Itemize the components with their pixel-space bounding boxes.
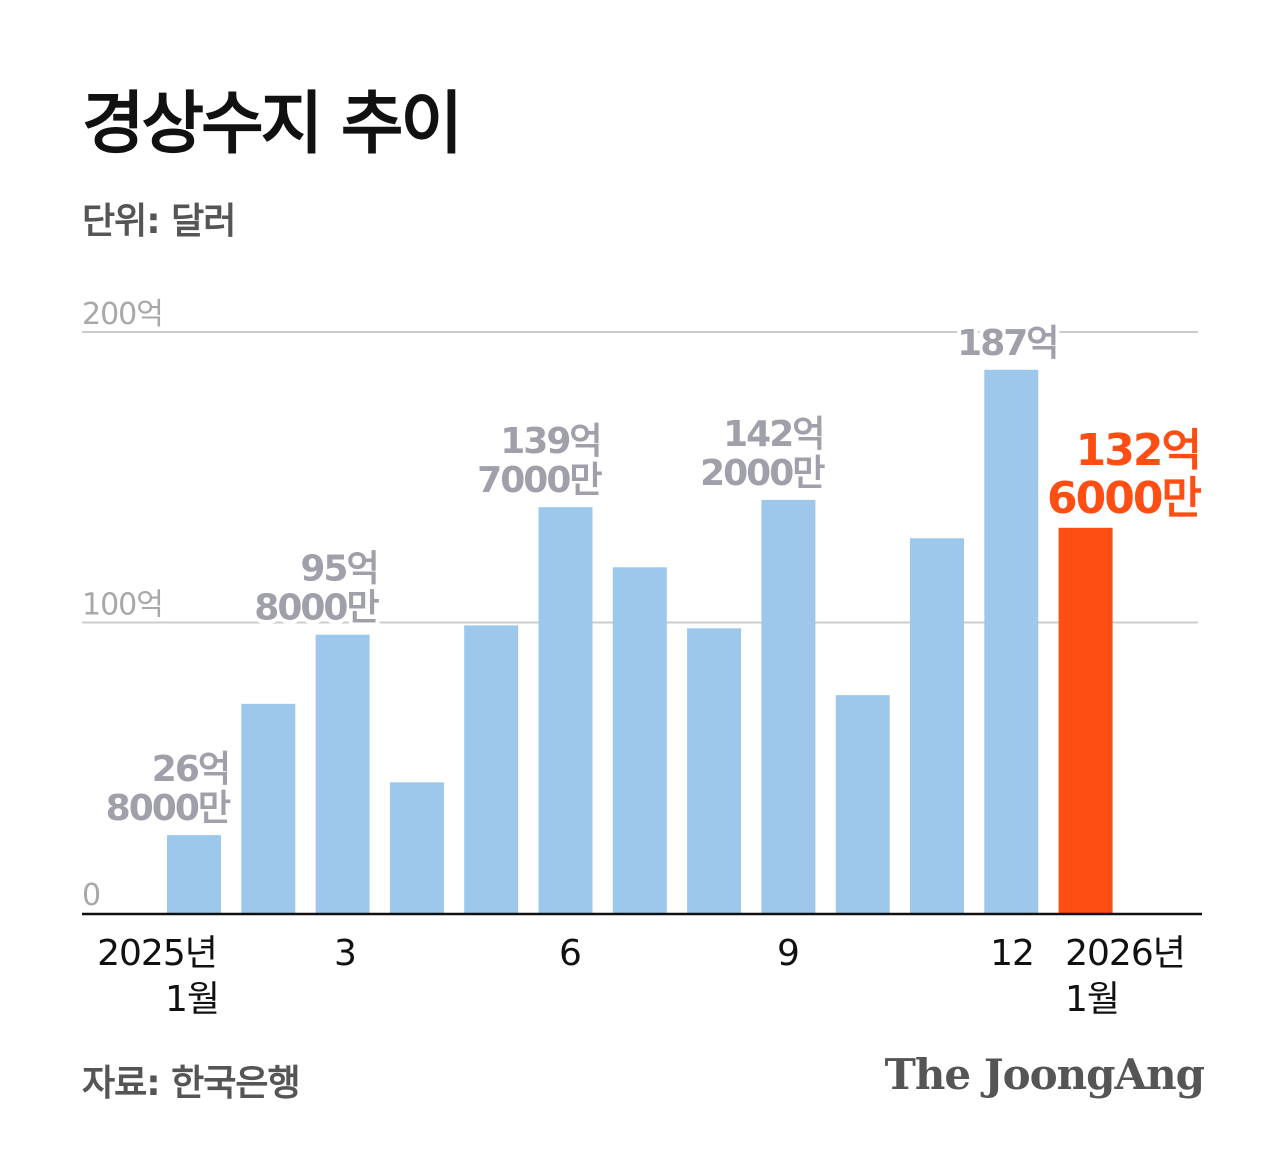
data-label: 6000만 <box>1047 473 1201 524</box>
x-tick-label: 3 <box>334 933 356 974</box>
bar-2025-09 <box>761 499 816 913</box>
x-tick-label: 12 <box>990 933 1034 974</box>
x-tick-label: 2025년 <box>97 933 217 974</box>
data-label: 7000만 <box>477 460 602 501</box>
y-tick-label: 200억 <box>82 297 163 332</box>
data-label: 2000만 <box>700 453 825 494</box>
y-tick-label: 100억 <box>82 588 163 623</box>
bar-2025-06 <box>538 507 593 913</box>
x-tick-label: 6 <box>559 933 581 974</box>
bar-2025-05 <box>464 625 519 913</box>
bar-2025-04 <box>389 782 444 913</box>
data-label: 8000만 <box>254 588 379 629</box>
x-tick-label: 2026년 <box>1065 933 1185 974</box>
bar-2025-10 <box>835 695 890 913</box>
y-tick-label: 0 <box>82 878 100 913</box>
bar-2026-01 <box>1058 527 1113 913</box>
chart-title: 경상수지 추이 <box>82 85 463 164</box>
unit-label: 단위: 달러 <box>82 201 236 242</box>
data-label: 132억 <box>1076 425 1200 476</box>
x-tick-label: 1월 <box>1065 979 1119 1020</box>
data-label: 8000만 <box>106 788 231 829</box>
bar-2025-02 <box>241 703 296 913</box>
x-tick-label: 9 <box>777 933 799 974</box>
x-tick-label: 1월 <box>165 979 219 1020</box>
bar-2025-01 <box>167 835 221 913</box>
data-label: 95억 <box>300 549 377 590</box>
bar-2025-03 <box>315 634 370 913</box>
bar-2025-12 <box>984 369 1039 913</box>
bar-2025-08 <box>687 628 742 913</box>
data-label: 187억 <box>957 323 1057 364</box>
bar-2025-11 <box>910 538 964 913</box>
source-note: 자료: 한국은행 <box>82 1063 301 1104</box>
bar-2025-07 <box>612 567 667 913</box>
data-label: 139억 <box>500 421 600 462</box>
publisher-logo: The JoongAng <box>884 1050 1205 1099</box>
data-label: 142억 <box>723 414 823 455</box>
data-label: 26억 <box>152 749 229 790</box>
